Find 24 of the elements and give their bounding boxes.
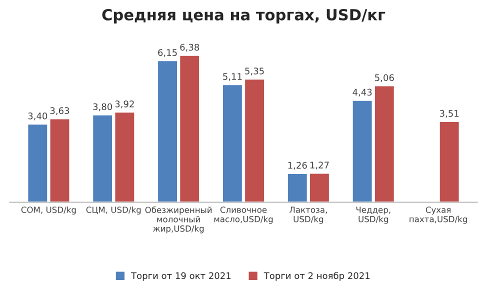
x-tick-label: Чеддер,USD/kg xyxy=(356,206,390,224)
data-label: 5,06 xyxy=(375,74,394,82)
x-tick-label: Обезжиренный молочный жир,USD/kg xyxy=(145,206,212,234)
data-label: 1,27 xyxy=(310,162,329,170)
data-label: 6,38 xyxy=(180,44,200,52)
data-label: 3,80 xyxy=(93,103,112,112)
data-label: 6,15 xyxy=(158,49,177,57)
chart-title: Средняя цена на торгах, USD/кг xyxy=(102,8,386,24)
bar xyxy=(438,120,460,202)
x-tick-label: Сухая пахта,USD/kg xyxy=(410,206,467,224)
x-tick-label: СОМ, USD/kg xyxy=(21,206,76,215)
data-label: 3,92 xyxy=(115,100,134,108)
data-label: 3,51 xyxy=(440,110,459,118)
data-label: 4,43 xyxy=(352,88,372,97)
data-label: 5,35 xyxy=(245,68,264,76)
legend-label: Торги от 19 окт 2021 xyxy=(131,272,231,281)
data-label: 5,11 xyxy=(223,73,242,81)
data-label: 3,63 xyxy=(50,107,70,115)
x-tick-label: СЦМ, USD/kg xyxy=(86,206,141,215)
x-tick-label: Лактоза,USD/kg xyxy=(290,206,327,224)
x-tick-label: Сливочное масло,USD/kg xyxy=(214,206,273,224)
data-label: 1,26 xyxy=(288,162,307,170)
legend-label: Торги от 2 ноябр 2021 xyxy=(264,272,370,281)
data-label: 3,40 xyxy=(28,112,48,120)
